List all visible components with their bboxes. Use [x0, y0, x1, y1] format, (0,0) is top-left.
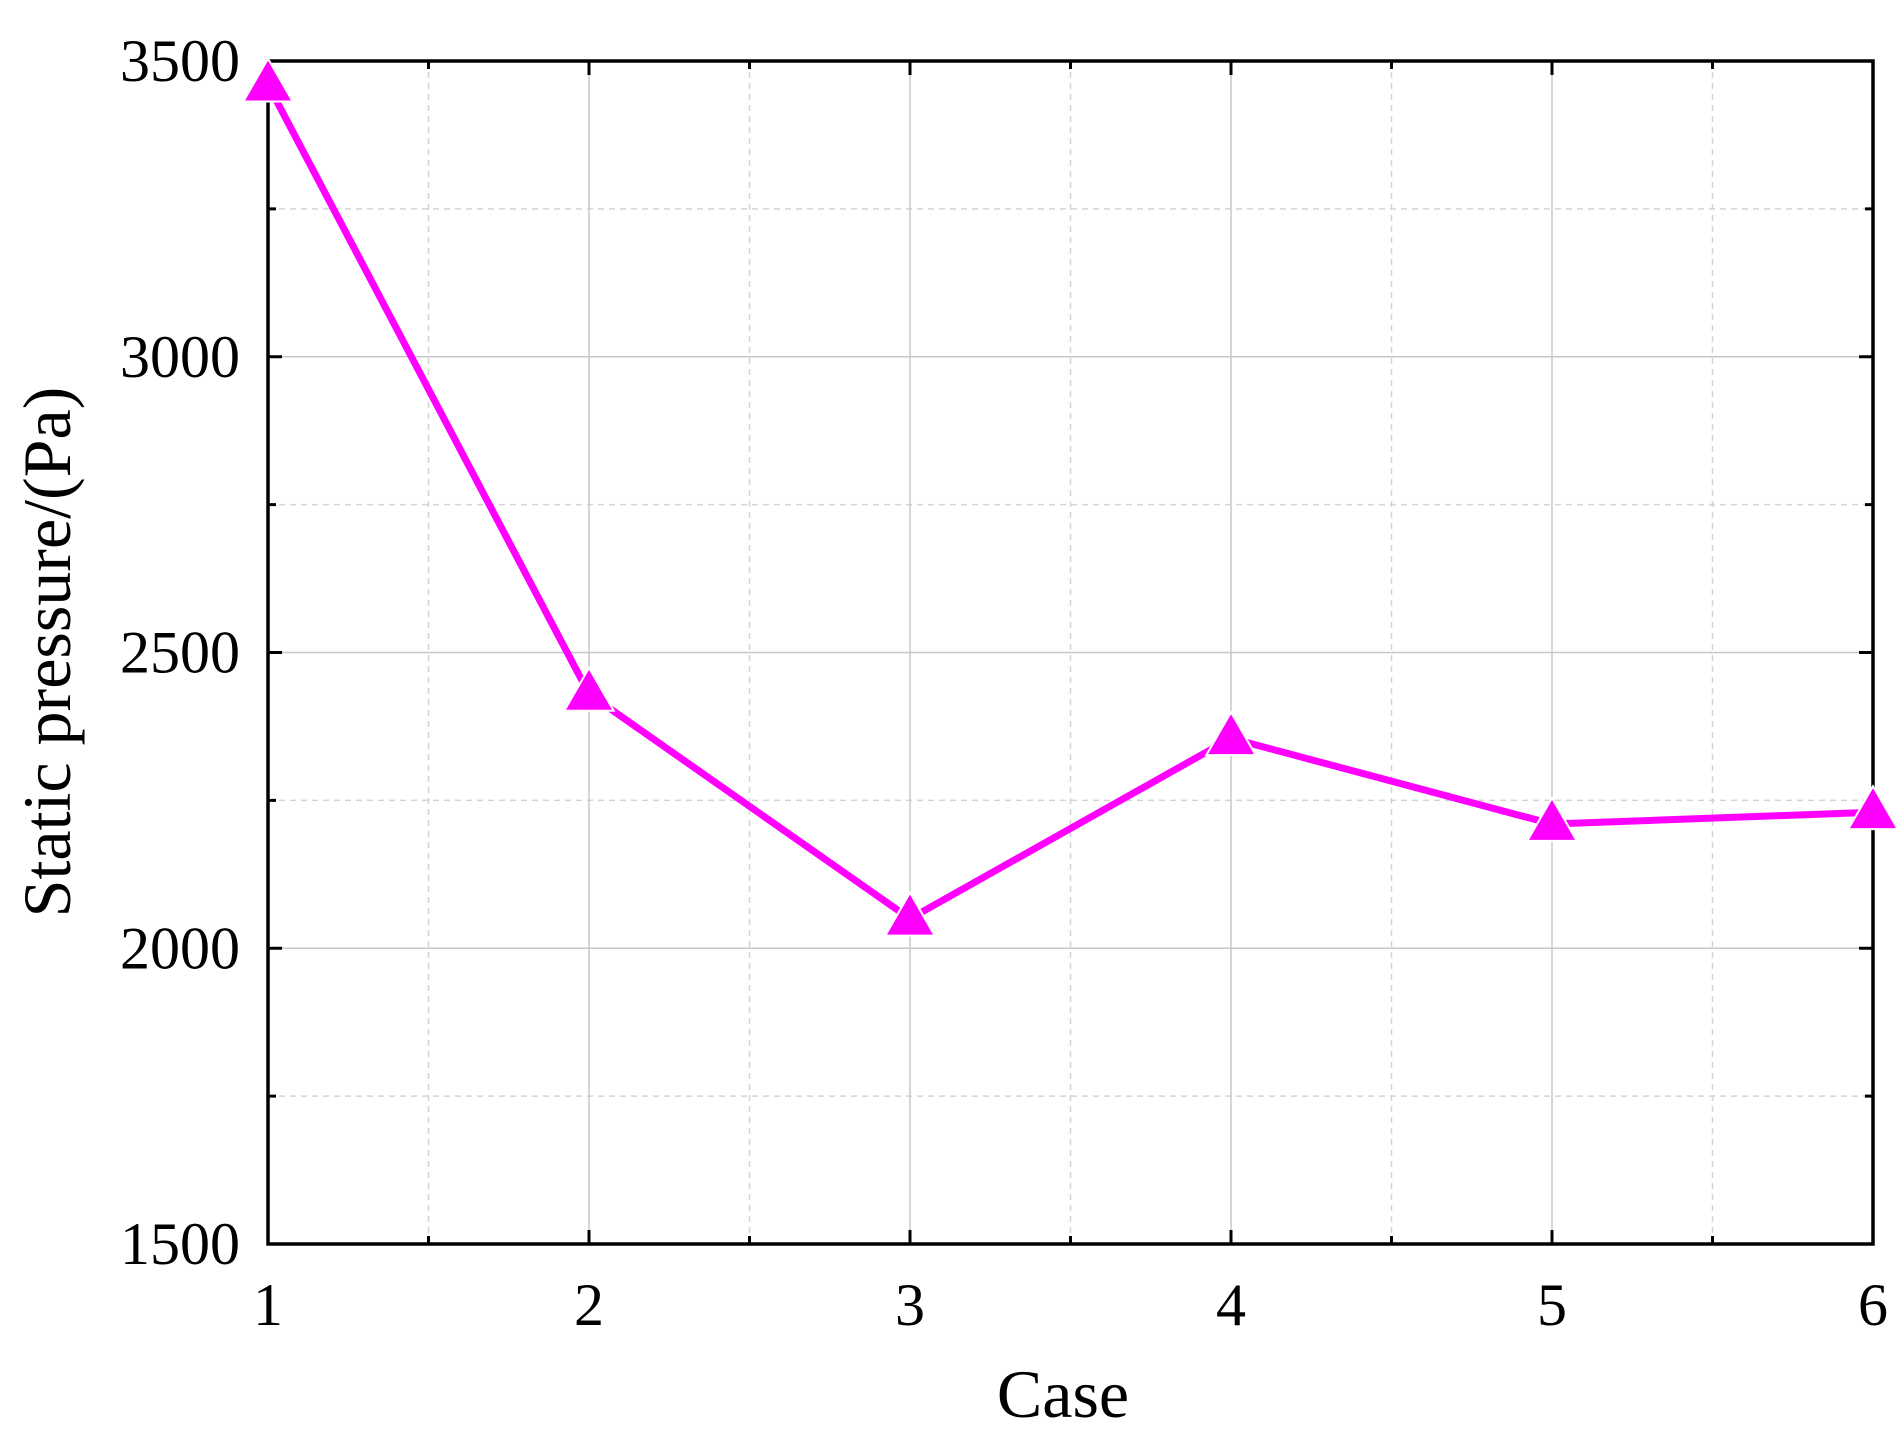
y-tick-label: 1500	[120, 1211, 240, 1277]
plot-frame	[266, 59, 1875, 1246]
data-marker	[241, 56, 295, 103]
y-tick-label: 3500	[120, 28, 240, 94]
x-tick-label: 2	[574, 1272, 604, 1338]
data-line	[264, 83, 1874, 923]
x-tick-label: 4	[1216, 1272, 1246, 1338]
x-tick-label: 3	[895, 1272, 925, 1338]
x-tick-label: 5	[1537, 1272, 1567, 1338]
data-marker	[1204, 710, 1258, 757]
x-tick-label: 1	[253, 1272, 283, 1338]
x-axis-label: Case	[997, 1356, 1129, 1432]
y-tick-label: 3000	[120, 324, 240, 390]
y-tick-label: 2000	[120, 915, 240, 981]
data-marker	[1846, 784, 1900, 831]
y-axis-label: Static pressure/(Pa)	[9, 387, 85, 918]
y-tick-label: 2500	[120, 620, 240, 686]
data-marker	[1525, 796, 1579, 842]
data-marker	[562, 665, 616, 712]
data-marker	[883, 890, 937, 937]
x-tick-label: 6	[1858, 1272, 1888, 1338]
